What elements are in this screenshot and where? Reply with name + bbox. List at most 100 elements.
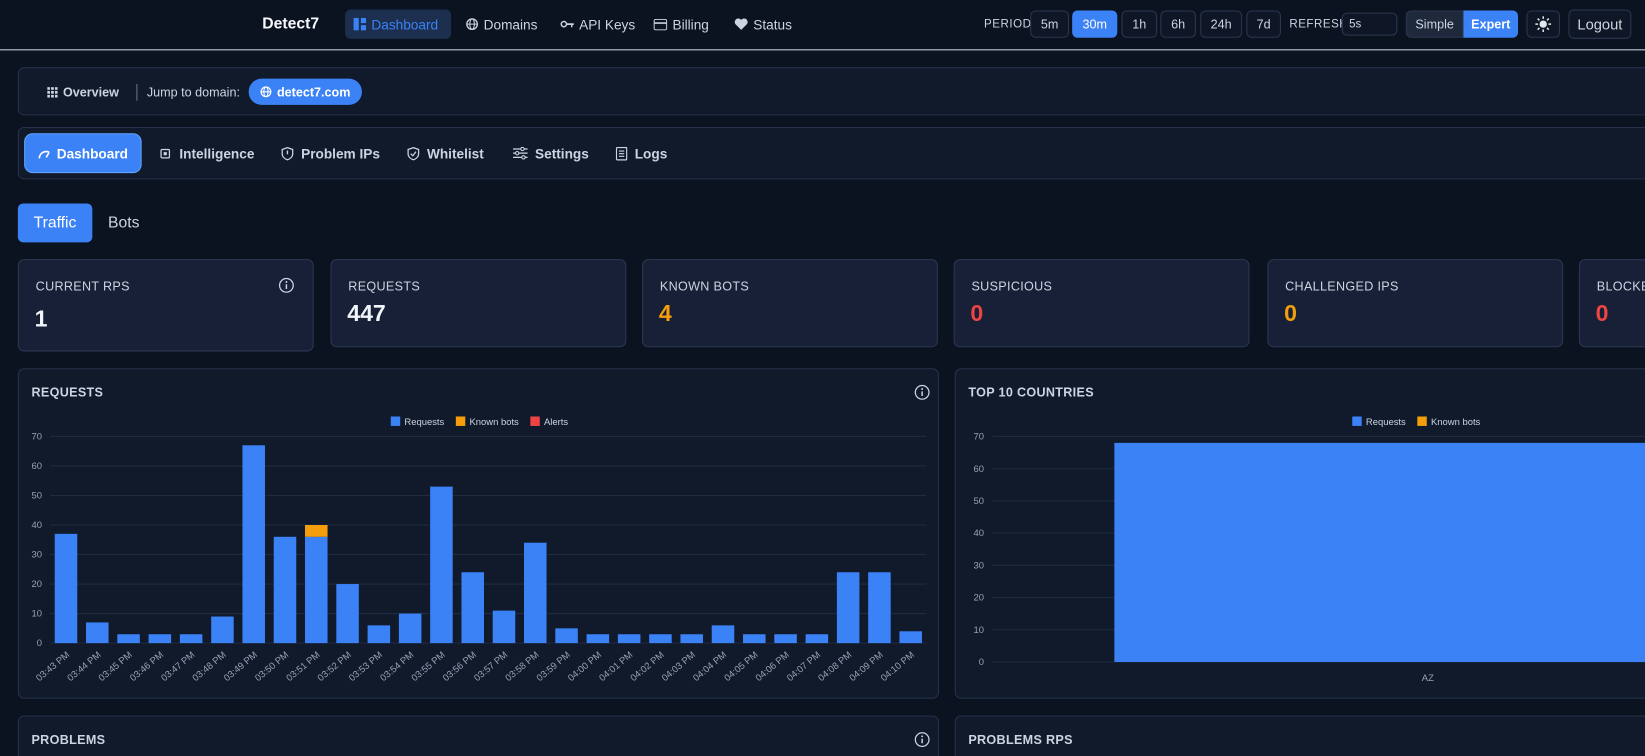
stat-card: KNOWN BOTS 4 <box>642 259 938 348</box>
icon <box>466 18 479 31</box>
tab-bar: Dashboard Intelligence Problem IPs White… <box>17 126 1645 180</box>
x-tick-label: AZ <box>1422 673 1434 684</box>
y-tick-label: 10 <box>31 609 42 620</box>
tab[interactable]: Problem IPs <box>269 134 393 172</box>
icon <box>653 18 668 30</box>
subtab[interactable]: Traffic <box>17 203 93 243</box>
x-tick-label: 03:54 PM <box>378 649 416 683</box>
chart-panel: TOP 10 COUNTRIES 0 10 20 30 40 50 60 70 AZ Reques… <box>954 368 1645 699</box>
x-tick-label: 04:08 PM <box>816 649 854 683</box>
bar <box>899 631 922 644</box>
legend-label: Requests <box>1366 417 1406 428</box>
info-icon[interactable] <box>914 384 931 401</box>
bar <box>868 572 891 644</box>
y-tick-label: 70 <box>31 432 42 443</box>
separator <box>136 83 138 101</box>
nav-link-text: Billing <box>672 16 709 32</box>
y-tick-label: 40 <box>974 528 985 539</box>
stat-card: CHALLENGED IPS 0 <box>1267 259 1564 348</box>
bar <box>774 634 797 644</box>
period-button[interactable]: 1h <box>1121 10 1158 38</box>
nav-link[interactable]: Status <box>726 9 800 38</box>
tab[interactable]: Logs <box>603 134 680 172</box>
x-tick-label: 03:52 PM <box>316 649 354 683</box>
x-tick-label: 04:02 PM <box>629 649 667 683</box>
jump-label: Jump to domain: <box>146 84 240 100</box>
subtab[interactable]: Bots <box>108 214 140 232</box>
overview-link[interactable]: Overview <box>47 85 119 100</box>
stat-value: 447 <box>347 300 386 327</box>
bar <box>398 613 422 644</box>
y-tick-label: 30 <box>31 550 42 561</box>
nav-link[interactable]: Domains <box>457 9 545 38</box>
info-icon[interactable] <box>278 277 295 294</box>
x-tick-label: 04:05 PM <box>722 649 760 683</box>
nav-link-text: API Keys <box>579 16 636 32</box>
period-button[interactable]: 30m <box>1072 10 1118 38</box>
x-tick-label: 03:50 PM <box>253 649 291 683</box>
x-tick-label: 04:07 PM <box>785 649 823 683</box>
icon <box>407 146 420 160</box>
tab-text: Dashboard <box>56 145 128 162</box>
tab[interactable]: Intelligence <box>146 134 267 172</box>
icon <box>47 87 58 98</box>
icon <box>281 146 294 160</box>
stat-label: KNOWN BOTS <box>659 279 750 294</box>
stat-label: SUSPICIOUS <box>971 279 1053 294</box>
y-tick-label: 10 <box>974 625 985 636</box>
tab[interactable]: Whitelist <box>394 134 496 172</box>
panel-title: REQUESTS <box>31 385 104 400</box>
bar <box>743 634 766 644</box>
period-button[interactable]: 7d <box>1246 10 1281 38</box>
x-tick-label: 04:03 PM <box>660 649 698 683</box>
panel-title: PROBLEMS RPS <box>968 732 1073 747</box>
x-tick-label: 04:00 PM <box>566 649 604 683</box>
y-tick-label: 50 <box>974 496 985 507</box>
y-tick-label: 60 <box>31 461 42 472</box>
bar <box>273 536 297 644</box>
x-tick-label: 04:06 PM <box>754 649 792 683</box>
domain-text: detect7.com <box>276 84 351 100</box>
x-tick-label: 03:44 PM <box>65 649 103 683</box>
bar <box>179 634 203 644</box>
tab[interactable]: Dashboard <box>25 134 141 173</box>
icon <box>353 17 367 31</box>
problems-rps-panel: PROBLEMS RPS <box>954 715 1645 756</box>
mode-button[interactable]: Simple <box>1405 10 1464 38</box>
bar <box>305 536 328 644</box>
info-icon[interactable] <box>914 731 931 748</box>
nav-link-text: Dashboard <box>371 16 439 32</box>
x-tick-label: 03:43 PM <box>34 649 72 683</box>
x-tick-label: 04:09 PM <box>848 649 886 683</box>
breadcrumb-bar: Overview Jump to domain: detect7.com <box>17 67 1645 116</box>
icon <box>160 148 171 158</box>
legend: Requests Known bots Alerts <box>390 416 568 428</box>
stat-value: 0 <box>1595 300 1609 327</box>
bar <box>805 634 829 644</box>
mode-button[interactable]: Expert <box>1463 10 1519 38</box>
tab-text: Problem IPs <box>301 145 380 162</box>
chart: 0 10 20 30 40 50 60 70 AZ Requests Known bots <box>974 416 1645 684</box>
stat-value: 1 <box>34 305 48 332</box>
nav-link[interactable]: API Keys <box>552 9 644 38</box>
logout-button[interactable]: Logout <box>1568 9 1632 39</box>
theme-toggle[interactable] <box>1526 10 1561 38</box>
domain-chip[interactable]: detect7.com <box>248 78 362 105</box>
period-button[interactable]: 6h <box>1160 10 1196 38</box>
refresh-input[interactable]: 5s <box>1341 12 1398 36</box>
nav-link[interactable]: Dashboard <box>345 9 452 39</box>
period-button[interactable]: 5m <box>1030 10 1070 38</box>
legend-label: Requests <box>404 417 444 428</box>
period-button[interactable]: 24h <box>1200 10 1243 38</box>
y-tick-label: 0 <box>37 638 42 649</box>
stat-value: 0 <box>1284 300 1297 327</box>
x-tick-label: 03:55 PM <box>410 649 448 683</box>
icon <box>513 146 528 160</box>
tab-text: Intelligence <box>179 145 255 162</box>
tab[interactable]: Settings <box>500 134 601 172</box>
nav-link[interactable]: Billing <box>645 9 717 38</box>
tab-text: Settings <box>535 145 589 162</box>
brand[interactable]: Detect7 <box>262 14 320 33</box>
bar <box>555 628 578 644</box>
